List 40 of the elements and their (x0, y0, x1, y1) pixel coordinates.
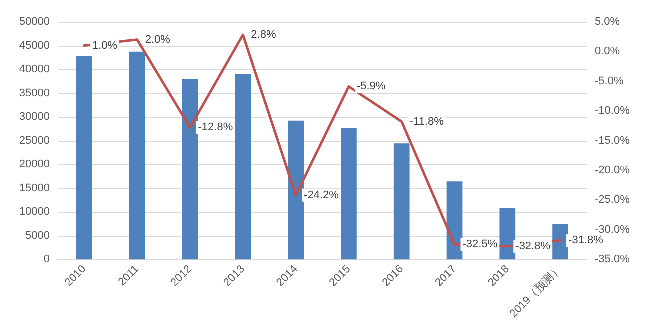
data-label: 1.0% (92, 40, 118, 52)
bar (182, 79, 198, 260)
y-tick-label: 25000 (19, 134, 50, 147)
y-tick-label: 35000 (19, 87, 50, 100)
bar (394, 144, 410, 260)
data-label: -32.8% (516, 240, 551, 253)
data-label: -32.5% (462, 238, 498, 251)
y2-tick-label: -35.0% (595, 254, 630, 266)
data-label: -12.8% (198, 122, 234, 134)
bar (129, 52, 146, 260)
y-tick-label: 50000 (19, 16, 50, 28)
y-tick-label: 10000 (19, 206, 50, 218)
bar (288, 120, 304, 260)
y-tick-label: 40000 (19, 64, 50, 76)
y2-tick-label: -30.0% (595, 224, 630, 236)
y2-tick-label: -15.0% (595, 134, 630, 147)
data-label: 2.0% (145, 34, 171, 46)
bar (500, 208, 516, 260)
data-label: -5.9% (356, 80, 386, 93)
bar (446, 182, 463, 260)
y-tick-label: 5000 (26, 230, 50, 242)
y-tick-label: 30000 (19, 111, 50, 124)
y2-tick-label: -5.0% (595, 75, 624, 88)
data-label: -11.8% (410, 116, 444, 128)
y2-tick-label: -20.0% (595, 164, 630, 176)
bar (76, 56, 92, 260)
y2-tick-label: -10.0% (595, 105, 630, 118)
bar (341, 128, 357, 260)
y2-tick-label: 5.0% (595, 16, 620, 28)
y-tick-label: 0 (44, 254, 50, 266)
bar (235, 74, 252, 260)
y2-tick-label: -25.0% (595, 194, 630, 206)
y-tick-label: 15000 (19, 182, 50, 194)
y2-tick-label: 0.0% (595, 46, 620, 58)
y-tick-label: 45000 (19, 40, 50, 52)
data-label: -31.8% (568, 234, 604, 247)
y-tick-label: 20000 (19, 158, 50, 171)
data-label: 2.8% (251, 29, 276, 42)
bar (552, 224, 568, 260)
data-label: -24.2% (304, 189, 340, 202)
